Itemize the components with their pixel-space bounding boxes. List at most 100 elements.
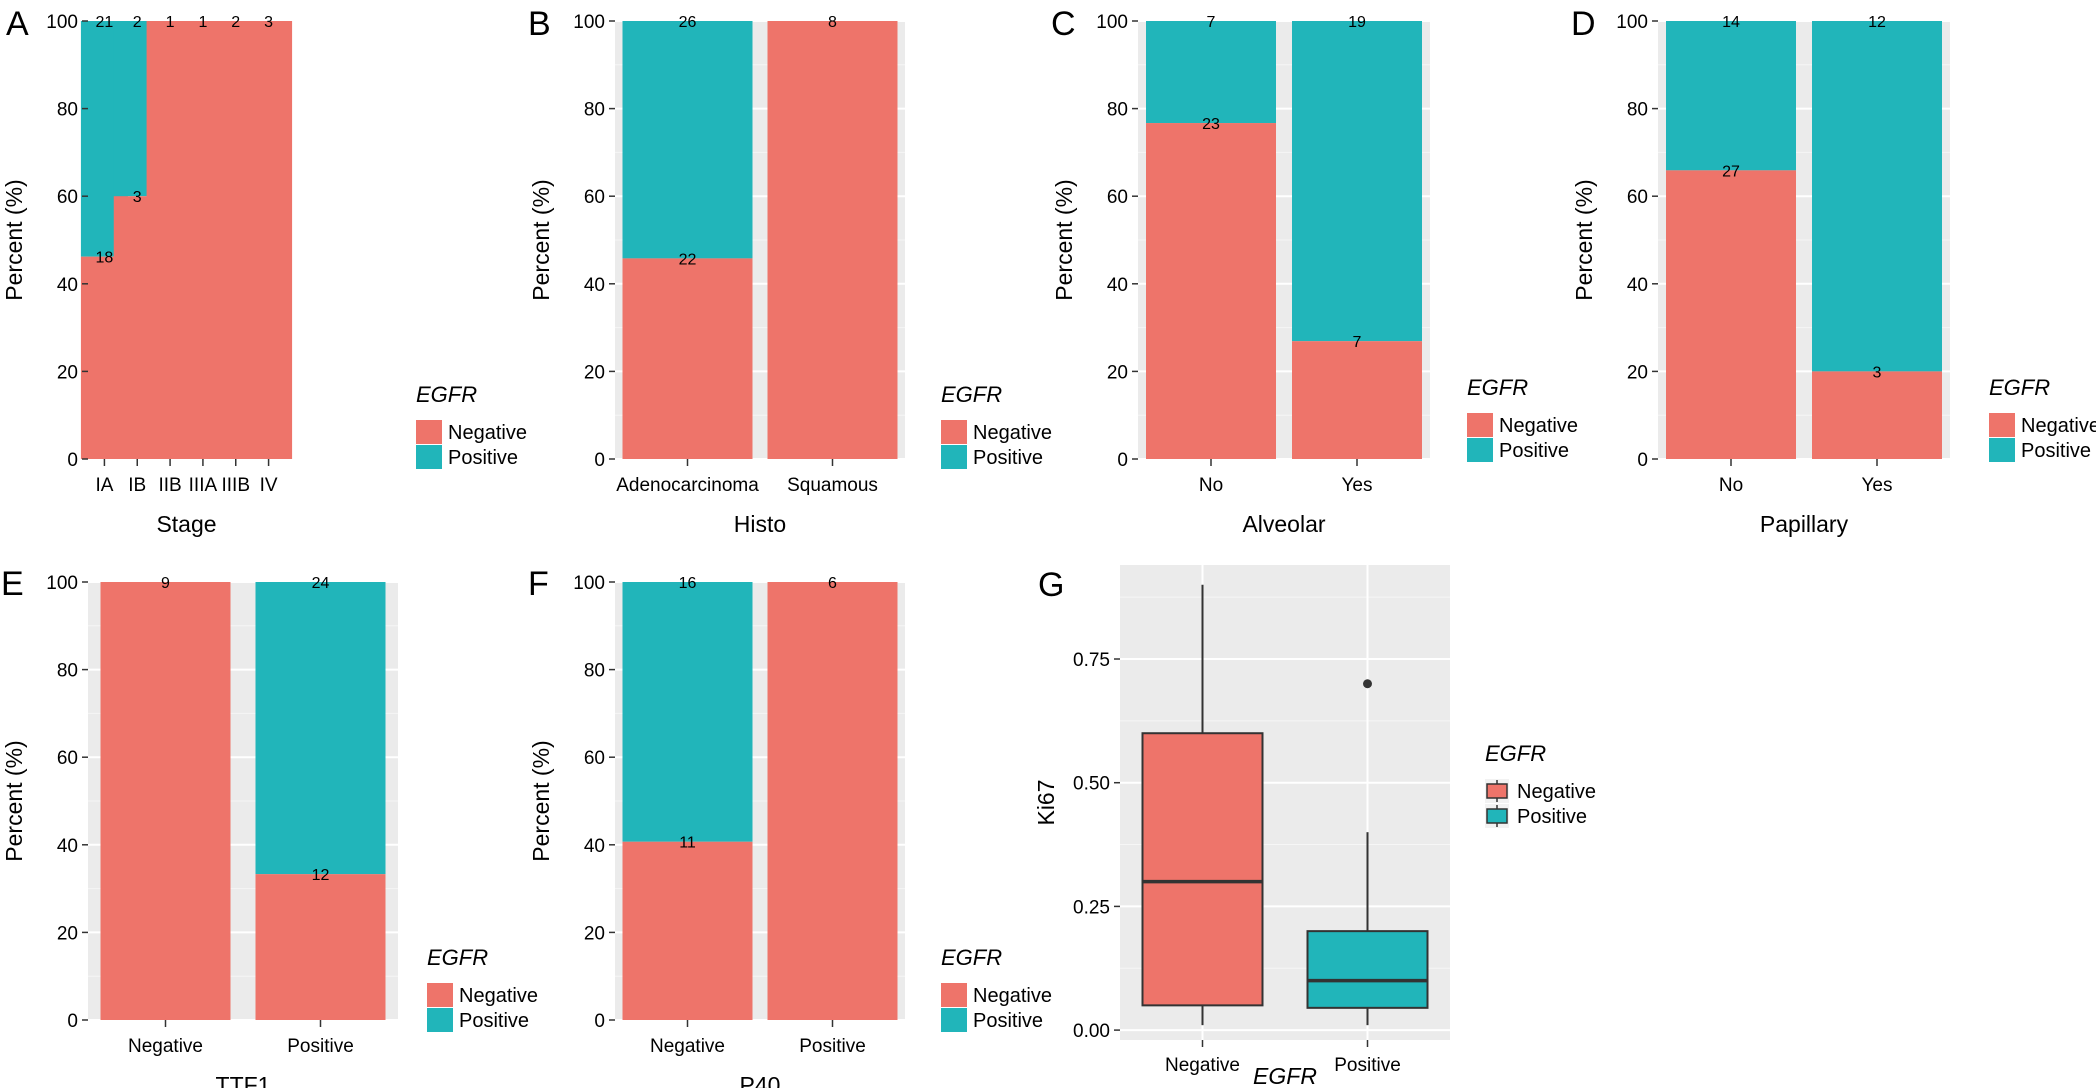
data-label-negative-2: 3 <box>133 189 142 206</box>
data-label-top-1: 7 <box>1207 14 1216 31</box>
legend-label-negative: Negative <box>973 985 1052 1007</box>
bar-negative-2 <box>767 21 898 459</box>
legend-label-positive: Positive <box>973 447 1043 469</box>
x-tick-label-1: No <box>1199 475 1223 496</box>
x-axis-title: EGFR <box>1253 1063 1317 1088</box>
panel-a: 21 18 2 3 1 1 2 3 0 20 40 60 80 100 IA IB IIB IIIA IIIB IV S… <box>1 5 527 537</box>
y-axis-title: Percent (%) <box>1571 179 1597 300</box>
bar-positive-2 <box>255 582 386 875</box>
y-tick-label: 80 <box>1107 100 1128 121</box>
y-tick-label: 80 <box>1627 100 1648 121</box>
legend-swatch-negative <box>1486 783 1508 799</box>
legend-label-negative: Negative <box>1517 781 1596 803</box>
legend-title: EGFR <box>416 382 477 407</box>
panel-letter-c: C <box>1051 5 1076 43</box>
bar-positive-2 <box>1812 21 1942 372</box>
bar-positive-1 <box>622 582 753 842</box>
box-2 <box>1306 930 1429 1009</box>
x-tick-label-1: Negative <box>650 1036 725 1057</box>
y-tick-label: 80 <box>584 661 605 682</box>
x-axis-title: P40 <box>740 1072 781 1088</box>
y-tick-label: 20 <box>57 923 78 944</box>
bar-positive-1 <box>622 21 753 259</box>
x-tick-label-2: Yes <box>1342 475 1373 496</box>
bar-negative-2 <box>1292 341 1422 459</box>
x-tick-label-2: Positive <box>287 1036 354 1057</box>
legend-label-negative: Negative <box>2021 415 2096 437</box>
y-tick-label: 80 <box>57 100 78 121</box>
x-tick-label-2: Positive <box>1334 1055 1401 1076</box>
y-tick-label: 100 <box>1096 12 1128 33</box>
legend-label-negative: Negative <box>973 422 1052 444</box>
legend-swatch-positive <box>941 1008 967 1032</box>
bar-positive-1 <box>1666 21 1796 171</box>
y-tick-label: 40 <box>57 836 78 857</box>
bar-negative-1 <box>622 841 753 1020</box>
x-tick-label-1: IA <box>95 475 113 496</box>
legend-label-positive: Positive <box>1517 806 1587 828</box>
legend-swatch-negative <box>941 420 967 444</box>
bar-negative-1 <box>1146 123 1276 459</box>
y-tick-label: 60 <box>57 187 78 208</box>
data-label-top-1: 26 <box>679 14 697 31</box>
y-tick-label: 20 <box>584 362 605 383</box>
legend-title: EGFR <box>1467 375 1528 400</box>
x-tick-label-1: Negative <box>128 1036 203 1057</box>
data-label-negative-1: 18 <box>96 250 114 267</box>
panel-letter-a: A <box>6 5 29 43</box>
x-axis-title: Stage <box>156 511 216 537</box>
legend: EGFR Negative Positive <box>1467 375 1578 462</box>
panel-g: 0.00 0.25 0.50 0.75 Negative Positive EGFR Ki67… <box>1033 565 1596 1088</box>
x-axis-title: Alveolar <box>1242 511 1325 537</box>
y-tick-label: 80 <box>57 661 78 682</box>
legend: EGFR Negative Positive <box>427 945 538 1032</box>
data-label-negative-1: 23 <box>1202 116 1220 133</box>
y-axis-title: Percent (%) <box>1 740 27 861</box>
data-label-top-1: 16 <box>679 575 697 592</box>
legend: EGFR Negative Positive <box>1485 741 1596 828</box>
legend-swatch-positive <box>1486 808 1508 824</box>
bar-negative-6 <box>245 21 293 459</box>
bar-negative-1 <box>622 258 753 459</box>
data-label-top-1: 21 <box>96 14 114 31</box>
legend-label-negative: Negative <box>448 422 527 444</box>
y-tick-label: 60 <box>1107 187 1128 208</box>
data-label-negative-1: 22 <box>679 251 697 268</box>
legend-label-positive: Positive <box>1499 440 1569 462</box>
legend-label-positive: Positive <box>459 1010 529 1032</box>
y-tick-label: 40 <box>1627 275 1648 296</box>
data-label-top-2: 2 <box>133 14 142 31</box>
y-tick-label: 40 <box>1107 275 1128 296</box>
y-tick-label: 0 <box>1637 450 1648 471</box>
y-tick-label: 60 <box>57 748 78 769</box>
bar-negative-2 <box>767 582 898 1020</box>
data-label-top-2: 12 <box>1868 14 1886 31</box>
y-tick-label: 0 <box>594 1011 605 1032</box>
y-tick-label: 0 <box>594 450 605 471</box>
legend-title: EGFR <box>941 382 1002 407</box>
legend: EGFR Negative Positive <box>1989 375 2096 462</box>
legend-swatch-positive <box>1467 438 1493 462</box>
y-tick-label: 0 <box>1117 450 1128 471</box>
y-axis-title: Percent (%) <box>1 179 27 300</box>
data-label-top-2: 8 <box>828 14 837 31</box>
y-axis-title: Ki67 <box>1033 779 1059 825</box>
y-tick-label: 100 <box>573 12 605 33</box>
data-label-top-2: 6 <box>828 575 837 592</box>
legend: EGFR Negative Positive <box>941 945 1052 1032</box>
y-tick-label: 20 <box>1627 362 1648 383</box>
y-tick-label: 80 <box>584 100 605 121</box>
legend-title: EGFR <box>427 945 488 970</box>
y-tick-label: 20 <box>584 923 605 944</box>
bar-negative-1 <box>1666 170 1796 459</box>
y-tick-label: 0.25 <box>1073 897 1110 918</box>
x-axis-title: Histo <box>734 511 786 537</box>
legend-label-positive: Positive <box>448 447 518 469</box>
data-label-negative-2: 7 <box>1353 334 1362 351</box>
x-tick-label-3: IIB <box>158 475 181 496</box>
y-tick-label: 100 <box>573 573 605 594</box>
panel-letter-f: F <box>528 565 549 603</box>
bar-negative-2 <box>255 874 386 1020</box>
